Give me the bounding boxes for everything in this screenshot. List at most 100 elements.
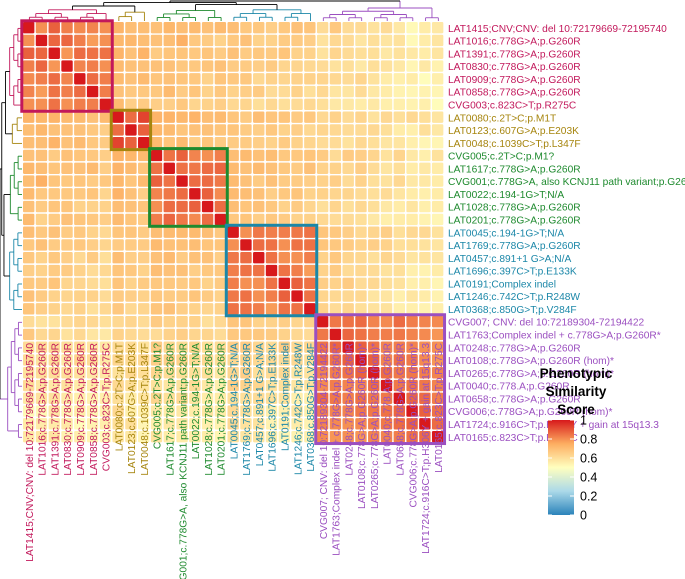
heatmap-cell [316, 226, 329, 238]
heatmap-cell [176, 175, 188, 187]
heatmap-cell [150, 367, 163, 379]
heatmap-cell [86, 149, 99, 162]
heatmap-cell [189, 98, 201, 111]
heatmap-cell [99, 149, 112, 162]
heatmap-cell [214, 290, 227, 302]
heatmap-cell [393, 34, 405, 47]
heatmap-cell [419, 367, 431, 379]
heatmap-cell [48, 354, 60, 366]
heatmap-cell [23, 277, 35, 289]
heatmap-cell [380, 379, 393, 392]
heatmap-cell [431, 175, 444, 187]
heatmap-cell [431, 379, 444, 392]
heatmap-cell [380, 34, 393, 47]
heatmap-cell [278, 239, 290, 251]
heatmap-cell [227, 341, 239, 353]
heatmap-cell [253, 111, 265, 123]
heatmap-cell [189, 290, 201, 302]
heatmap-cell [419, 34, 431, 47]
heatmap-cell [163, 98, 175, 111]
heatmap-cell [99, 252, 112, 264]
heatmap-cell [406, 430, 418, 443]
heatmap-cell [138, 175, 150, 187]
heatmap-cell [419, 328, 431, 341]
legend-tick-label: 0 [580, 509, 587, 523]
heatmap-cell [393, 354, 405, 366]
heatmap-cell [176, 367, 188, 379]
heatmap-cell [265, 175, 278, 187]
heatmap-cell [138, 418, 150, 430]
heatmap-cell [291, 277, 303, 289]
heatmap-cell [214, 303, 227, 315]
heatmap-cell [61, 162, 73, 174]
heatmap-cell [125, 277, 137, 289]
heatmap-cell [355, 328, 367, 341]
heatmap-cell [138, 405, 150, 417]
heatmap-cell [48, 264, 60, 277]
heatmap-cell [227, 290, 239, 302]
row-label: LAT1769;c.778G>A;p.G260R [448, 241, 581, 252]
heatmap-cell [253, 226, 265, 238]
heatmap-cell [99, 405, 112, 417]
heatmap-cell [61, 367, 73, 379]
heatmap-cell [176, 315, 188, 328]
heatmap-cell [150, 328, 163, 341]
heatmap-cell [150, 252, 163, 264]
heatmap-cell [419, 213, 431, 226]
row-label: LAT0165;c.823C>T;p.R275C [448, 433, 578, 444]
heatmap-cell [138, 34, 150, 47]
heatmap-cell [23, 111, 35, 123]
heatmap-cell [201, 162, 214, 174]
heatmap-cell [176, 124, 188, 136]
heatmap-cell [35, 188, 48, 200]
heatmap-cell [99, 22, 112, 34]
heatmap-cell [406, 47, 418, 59]
heatmap-cell [189, 111, 201, 123]
heatmap-cell [316, 392, 329, 404]
heatmap-cell [214, 252, 227, 264]
heatmap-cell [304, 149, 316, 162]
heatmap-cell [265, 379, 278, 392]
heatmap-cell [265, 98, 278, 111]
heatmap-cell [380, 47, 393, 59]
heatmap-cell [214, 341, 227, 353]
heatmap-cell [23, 124, 35, 136]
heatmap-cell [355, 379, 367, 392]
heatmap-cell [138, 379, 150, 392]
heatmap-cell [214, 60, 227, 72]
heatmap-cell [125, 98, 137, 111]
heatmap-cell [125, 315, 137, 328]
heatmap-cell [329, 379, 342, 392]
heatmap-cell [355, 290, 367, 302]
heatmap-cell [138, 111, 150, 123]
heatmap-cell [227, 379, 239, 392]
heatmap-cell [393, 290, 405, 302]
heatmap-cell [355, 73, 367, 85]
heatmap-cell [61, 315, 73, 328]
heatmap-cell [35, 111, 48, 123]
heatmap-cell [329, 277, 342, 289]
heatmap-cell [393, 213, 405, 226]
heatmap-cell [406, 315, 418, 328]
row-labels: LAT1415;CNV;CNV: del 10:72179669-7219574… [448, 24, 685, 444]
heatmap-cell [23, 200, 35, 213]
heatmap-cell [278, 188, 290, 200]
heatmap-cell [240, 137, 252, 149]
heatmap-cell [201, 34, 214, 47]
column-label: LAT1696;c.397C>T;p.E133K [268, 343, 279, 472]
heatmap-cell [189, 149, 201, 162]
heatmap-cell [125, 264, 137, 277]
column-label: LAT0265;c.778G>A;p.G260R (hom)* [370, 343, 381, 509]
heatmap-cell [278, 264, 290, 277]
heatmap-cell [74, 341, 86, 353]
heatmap-cell [176, 392, 188, 404]
heatmap-cell [253, 405, 265, 417]
heatmap-cell [253, 354, 265, 366]
heatmap-cell [61, 60, 73, 72]
heatmap-cell [138, 392, 150, 404]
heatmap-cell [329, 60, 342, 72]
heatmap-cell [316, 328, 329, 341]
heatmap-cell [86, 315, 99, 328]
heatmap-cell [163, 124, 175, 136]
heatmap-cell [189, 200, 201, 213]
